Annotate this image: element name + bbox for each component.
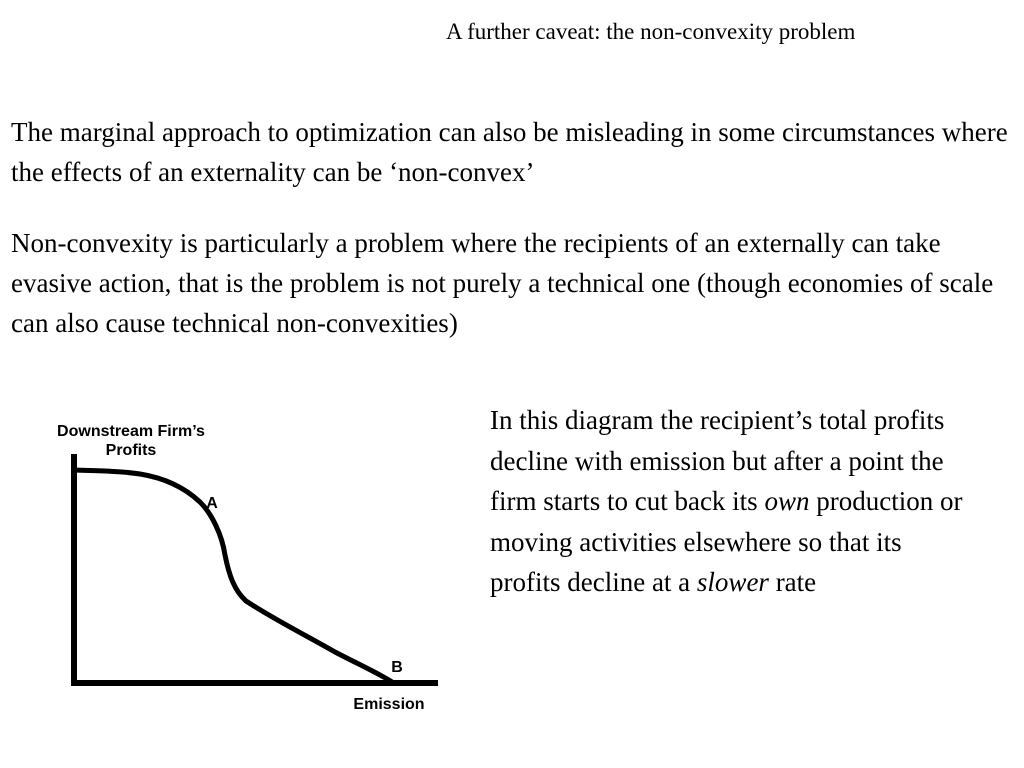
explanation-emphasis-own: own (764, 486, 810, 516)
y-axis-label-line2: Profits (106, 442, 157, 459)
explanation-text-part2: production or moving activities elsewher… (490, 486, 963, 597)
y-axis-label-line1: Downstream Firm’s (57, 423, 205, 440)
x-axis-label: Emission (353, 696, 424, 713)
paragraph-marginal-approach: The marginal approach to optimization ca… (11, 117, 1008, 187)
point-a-label: A (206, 495, 218, 512)
explanation-text-part1: In this diagram the recipient’s total pr… (490, 405, 945, 516)
point-b-label: B (391, 659, 403, 676)
explanation-text-part3: rate (768, 567, 817, 597)
explanation-emphasis-slower: slower (696, 567, 769, 597)
slide-title: A further caveat: the non-convexity prob… (446, 19, 856, 44)
profit-emission-diagram: Downstream Firm’s Profits A B Emission (57, 423, 438, 713)
paragraph-non-convexity: Non-convexity is particularly a problem … (11, 228, 994, 338)
diagram-explanation: In this diagram the recipient’s total pr… (490, 400, 970, 603)
profit-curve (71, 467, 395, 685)
